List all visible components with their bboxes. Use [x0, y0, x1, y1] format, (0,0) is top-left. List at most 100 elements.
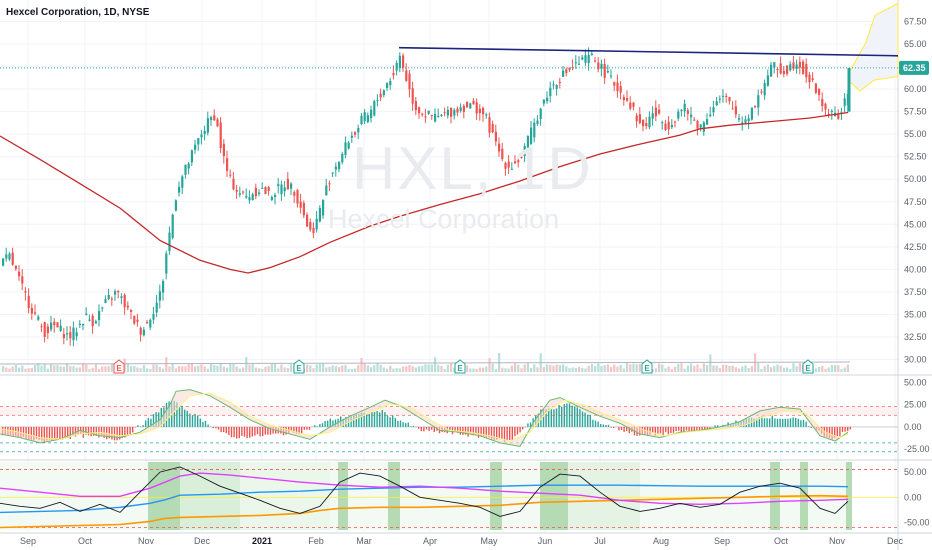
volume-bar [830, 365, 833, 372]
osc1-hist-bar [423, 426, 425, 432]
volume-bar [107, 366, 110, 372]
osc1-hist-bar [418, 426, 420, 429]
osc1-hist-bar [251, 426, 253, 437]
candle-body [315, 218, 318, 230]
osc1-hist-bar [238, 426, 240, 439]
candle-body [328, 183, 331, 185]
osc1-hist-bar [470, 426, 472, 434]
volume-bar [178, 366, 181, 372]
candle-body [533, 122, 536, 138]
time-tick-label: Oct [774, 536, 789, 546]
price-tick-label: 35.00 [904, 309, 927, 319]
osc1-hist-bar [267, 426, 269, 435]
volume-bar [270, 363, 273, 372]
volume-bar [174, 368, 177, 372]
candle-body [101, 307, 104, 309]
volume-bar [750, 366, 753, 372]
osc1-hist-bar [116, 426, 118, 441]
candle-body [286, 178, 289, 190]
candle-body [654, 107, 657, 117]
volume-bar [254, 367, 257, 372]
volume-bar [408, 364, 411, 372]
candle-body [117, 290, 120, 293]
volume-bar [318, 363, 321, 372]
candle-body [114, 291, 117, 295]
earnings-badge-shape [802, 359, 814, 374]
candle-body [734, 106, 737, 115]
volume-bar [546, 364, 549, 372]
candle-body [136, 319, 139, 322]
osc1-hist-bar [272, 426, 274, 434]
volume-bar [27, 368, 30, 372]
osc1-fast-line [0, 389, 849, 447]
osc1-hist-bar [30, 426, 32, 440]
osc1-hist-bar [771, 415, 773, 427]
candle-body [139, 327, 142, 335]
volume-bar [350, 368, 353, 372]
volume-bar [411, 366, 414, 372]
osc1-hist-bar [680, 426, 682, 432]
candle-body [683, 103, 686, 112]
osc1-hist-bar [249, 426, 251, 438]
candle-body [773, 62, 776, 68]
earnings-marker-jan: E [293, 359, 305, 374]
osc1-hist-bar [316, 426, 318, 427]
candle-body [376, 99, 379, 101]
osc1-hist-bar [420, 426, 422, 432]
volume-bar [747, 367, 750, 372]
osc1-hist-bar [490, 426, 493, 441]
osc1-hist-bar [597, 421, 599, 427]
candle-body [66, 333, 69, 335]
osc1-hist-bar [100, 426, 103, 437]
volume-bar [210, 363, 213, 372]
osc1-hist-bar [85, 426, 87, 435]
osc2-orange-line [0, 494, 849, 529]
volume-bar [363, 363, 366, 372]
volume-bar [130, 366, 133, 372]
candle-body [421, 113, 424, 115]
osc1-hist-bar [610, 426, 612, 428]
volume-bar [686, 365, 689, 372]
candle-body [398, 55, 401, 69]
osc1-hist-bar [111, 426, 113, 440]
volume-bar [552, 365, 555, 372]
volume-bar [600, 366, 603, 372]
osc1-hist-bar [797, 418, 799, 427]
candle-body [370, 109, 373, 119]
moving-average-line [0, 111, 849, 274]
volume-bar [674, 366, 677, 372]
candle-body [386, 83, 389, 89]
osc2-tick-label: 0.00 [904, 492, 922, 502]
volume-bar [194, 366, 197, 372]
candle-body [776, 68, 779, 70]
volume-ma-line [0, 361, 851, 365]
osc1-hist-bar [594, 420, 597, 427]
osc1-hist-bar [360, 412, 363, 427]
volume-bar [603, 365, 606, 372]
osc1-hist-bar [254, 426, 256, 436]
osc1-hist-bar [592, 419, 594, 427]
earnings-marker-oct: E [113, 359, 125, 374]
volume-bar [66, 363, 69, 372]
osc1-tick-label: -25.00 [904, 444, 930, 454]
last-candle [847, 67, 851, 112]
volume-bar [578, 366, 581, 372]
candle-body [818, 89, 821, 95]
candle-body [466, 101, 469, 108]
candle-body [210, 117, 213, 121]
candle-body [651, 113, 654, 119]
volume-bar [267, 366, 270, 372]
price-tick-label: 65.00 [904, 39, 927, 49]
osc1-hist-bar [191, 415, 194, 427]
earnings-marker-apr: E [454, 359, 466, 374]
osc1-hist-bar [321, 423, 324, 427]
candle-body [821, 99, 824, 107]
osc1-hist-bar [402, 422, 404, 427]
volume-bar [328, 366, 331, 372]
volume-bar [520, 368, 523, 372]
volume-bar [261, 368, 264, 372]
osc1-hist-bar [38, 426, 40, 440]
osc1-hist-bar [28, 426, 30, 440]
osc1-tick-label: 0.00 [904, 422, 922, 432]
